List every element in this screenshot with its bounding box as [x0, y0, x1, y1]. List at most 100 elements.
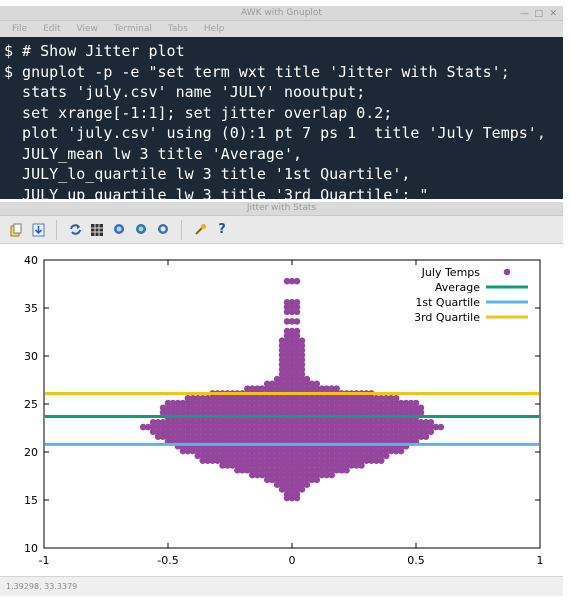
data-point: [293, 303, 301, 311]
maximize-icon[interactable]: □: [534, 9, 543, 19]
data-point: [417, 423, 425, 431]
data-point: [288, 356, 296, 364]
data-point: [363, 457, 370, 464]
terminal-output[interactable]: $ # Show Jitter plot $ gnuplot -p -e "set…: [0, 37, 563, 224]
data-point: [298, 433, 306, 440]
data-point: [308, 471, 316, 479]
data-point: [244, 418, 251, 426]
grid-icon[interactable]: [89, 222, 105, 238]
data-point: [219, 418, 226, 426]
data-point: [288, 457, 296, 464]
data-point: [224, 428, 231, 436]
data-point: [234, 404, 241, 412]
data-point: [224, 404, 231, 412]
data-point: [328, 423, 335, 431]
terminal-menubar: File Edit View Terminal Tabs Help: [0, 21, 563, 37]
data-point: [298, 399, 306, 407]
data-point: [373, 404, 380, 412]
data-point: [219, 452, 226, 460]
data-point: [288, 418, 296, 426]
menu-tabs[interactable]: Tabs: [167, 24, 188, 34]
data-point: [293, 375, 301, 383]
data-point: [353, 399, 360, 407]
data-point: [273, 409, 281, 416]
menu-edit[interactable]: Edit: [43, 24, 61, 34]
data-point: [348, 428, 355, 436]
data-point: [382, 423, 390, 431]
data-point: [293, 366, 301, 373]
data-point: [278, 351, 286, 359]
data-point: [283, 356, 291, 364]
zoom-next-icon[interactable]: [133, 222, 149, 238]
data-point: [368, 423, 375, 431]
data-point: [278, 380, 286, 388]
data-point: [313, 404, 321, 412]
data-point: [343, 399, 350, 407]
data-point: [358, 457, 365, 464]
data-point: [253, 385, 261, 392]
data-point: [338, 409, 345, 416]
data-point: [154, 423, 162, 431]
data-point: [278, 466, 286, 474]
menu-file[interactable]: File: [12, 24, 28, 34]
data-point: [328, 409, 335, 416]
data-point: [149, 423, 157, 431]
data-point: [263, 428, 271, 436]
export-icon[interactable]: [30, 222, 46, 238]
data-point: [298, 370, 306, 378]
data-point: [343, 423, 350, 431]
terminal-line: JULY_up_quartile lw 3 title '3rd Quartil…: [4, 185, 429, 204]
y-tick-label: 20: [24, 446, 38, 459]
data-point: [313, 418, 321, 426]
data-point: [313, 476, 321, 484]
data-point: [373, 418, 380, 426]
copy-icon[interactable]: [8, 222, 24, 238]
data-point: [298, 486, 306, 493]
data-point: [268, 471, 276, 479]
data-point: [249, 471, 256, 479]
data-point: [298, 428, 306, 436]
plot-area[interactable]: 10 15 20 25 30 35 40 -1 -0.5 0 0.5 1 July Temps Ave…: [0, 244, 563, 576]
data-point: [328, 385, 335, 392]
terminal-titlebar[interactable]: AWK with Gnuplot — □ ✕: [0, 6, 563, 21]
data-point: [244, 466, 251, 474]
zoom-previous-icon[interactable]: [111, 222, 127, 238]
menu-view[interactable]: View: [76, 24, 98, 34]
data-point: [258, 409, 266, 416]
data-point: [164, 404, 172, 412]
data-point: [194, 394, 202, 402]
data-point: [204, 452, 211, 460]
data-point: [268, 462, 276, 469]
data-point: [278, 486, 286, 493]
data-point: [263, 471, 271, 479]
data-point: [179, 428, 187, 436]
data-point: [209, 399, 216, 407]
data-point: [387, 404, 395, 412]
menu-help[interactable]: Help: [203, 24, 225, 34]
data-point: [199, 399, 207, 407]
data-point: [209, 452, 216, 460]
menu-terminal[interactable]: Terminal: [113, 24, 152, 34]
data-point: [298, 385, 306, 392]
config-icon[interactable]: [192, 222, 208, 238]
data-point: [313, 447, 321, 455]
plot-titlebar[interactable]: Jitter with Stats: [0, 202, 563, 216]
data-point: [402, 404, 410, 412]
data-point: [263, 476, 271, 484]
data-point: [353, 409, 360, 416]
data-point: [263, 447, 271, 455]
data-point: [338, 452, 345, 460]
help-icon[interactable]: ?: [218, 222, 226, 237]
autoscale-icon[interactable]: [155, 222, 171, 238]
data-point: [323, 452, 331, 460]
data-point: [348, 399, 355, 407]
data-point: [234, 457, 241, 464]
close-icon[interactable]: ✕: [549, 9, 557, 19]
data-point: [189, 428, 197, 436]
data-point: [253, 404, 261, 412]
minimize-icon[interactable]: —: [520, 9, 529, 19]
data-point: [293, 298, 301, 306]
data-point: [164, 423, 172, 431]
replot-icon[interactable]: [67, 222, 83, 238]
data-point: [377, 447, 385, 455]
